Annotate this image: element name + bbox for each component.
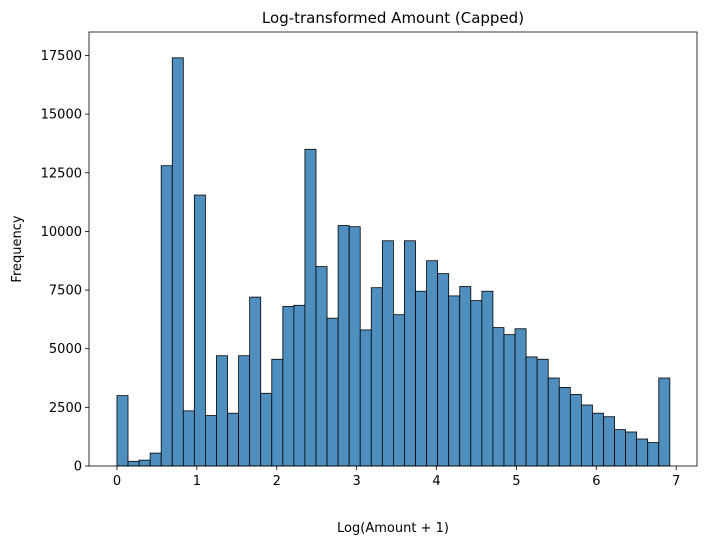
histogram-bar — [326, 317, 339, 467]
histogram-bar — [370, 287, 383, 467]
histogram-bar — [160, 165, 173, 467]
histogram-bar — [260, 392, 273, 467]
histogram-bar — [514, 328, 527, 467]
histogram-bars — [116, 57, 671, 467]
plot-frame — [88, 31, 698, 467]
histogram-bar — [348, 226, 361, 467]
histogram-bar — [149, 452, 162, 467]
histogram-bar — [470, 300, 483, 467]
histogram-bar — [525, 356, 538, 467]
histogram-bar — [558, 387, 571, 467]
histogram-bar — [426, 260, 439, 467]
y-axis-label: Frequency — [10, 215, 25, 282]
histogram-bar — [459, 286, 472, 467]
histogram-bar — [337, 225, 350, 467]
histogram-bar — [392, 314, 405, 467]
histogram-bar — [216, 355, 228, 467]
histogram-bar — [205, 415, 217, 467]
chart-title: Log-transformed Amount (Capped) — [262, 9, 524, 27]
histogram-bar — [381, 240, 394, 467]
histogram-bar — [625, 431, 638, 467]
histogram-bar — [636, 438, 649, 467]
x-tick-label: 7 — [672, 474, 680, 489]
histogram-bar — [271, 358, 284, 467]
x-axis: 0 1 2 3 4 5 6 7 — [113, 466, 680, 489]
histogram-bar — [448, 295, 461, 467]
histogram-bar — [503, 334, 516, 467]
histogram-bar — [293, 304, 306, 467]
histogram-bar — [227, 412, 239, 467]
histogram-bar — [658, 377, 671, 467]
histogram-bar — [603, 416, 615, 467]
x-tick-label: 1 — [193, 474, 201, 489]
x-tick-label: 2 — [273, 474, 281, 489]
x-tick-label: 3 — [353, 474, 361, 489]
histogram-bar — [171, 57, 184, 467]
histogram-bar — [569, 394, 582, 467]
histogram-bar — [592, 412, 604, 467]
histogram-bar — [127, 460, 140, 467]
histogram-bar — [614, 429, 627, 467]
histogram-bar — [304, 148, 317, 467]
x-tick-label: 0 — [113, 474, 121, 489]
histogram-bar — [437, 273, 450, 467]
y-tick-label: 15000 — [41, 108, 82, 123]
y-tick-label: 0 — [74, 460, 82, 475]
y-tick-label: 7500 — [49, 284, 82, 299]
histogram-bar — [481, 290, 494, 467]
histogram-bar — [138, 459, 151, 467]
y-tick-label: 5000 — [49, 342, 82, 357]
histogram-bar — [547, 377, 560, 467]
y-tick-label: 12500 — [41, 166, 82, 181]
histogram-bar — [193, 194, 206, 467]
histogram-bar — [182, 410, 195, 467]
y-axis: 0 2500 5000 7500 10000 12500 15000 17500 — [41, 49, 89, 475]
histogram-bar — [359, 329, 372, 467]
histogram-bar — [647, 442, 660, 467]
x-axis-label: Log(Amount + 1) — [337, 521, 449, 536]
histogram-bar — [116, 395, 129, 467]
histogram-bar — [536, 358, 549, 467]
histogram-bar — [492, 327, 505, 467]
y-tick-label: 10000 — [41, 225, 82, 240]
histogram-bar — [404, 240, 416, 467]
histogram-bar — [282, 306, 295, 467]
x-tick-label: 5 — [512, 474, 520, 489]
histogram-bar — [249, 296, 262, 467]
x-tick-label: 6 — [592, 474, 600, 489]
histogram-bar — [315, 266, 328, 467]
y-tick-label: 2500 — [49, 401, 82, 416]
histogram-bar — [580, 404, 593, 467]
histogram-bar — [415, 290, 427, 467]
histogram-bar — [238, 355, 251, 467]
y-tick-label: 17500 — [41, 49, 82, 64]
x-tick-label: 4 — [432, 474, 440, 489]
